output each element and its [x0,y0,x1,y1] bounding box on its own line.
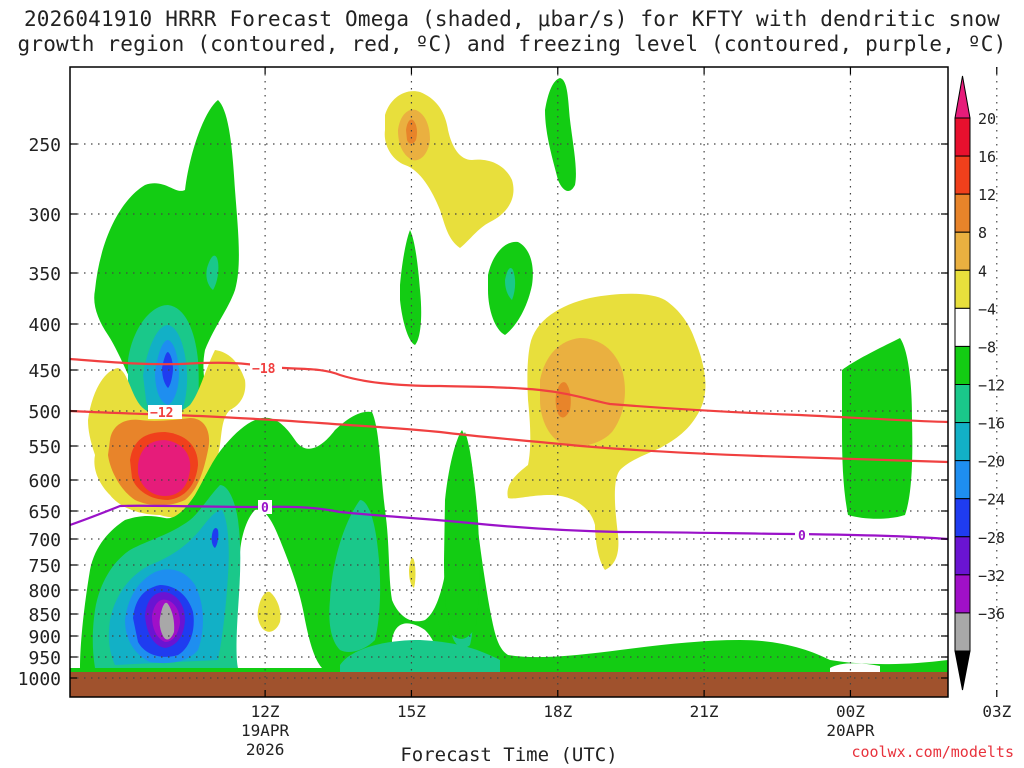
y-tick-label: 800 [28,581,61,602]
y-tick-label: 250 [28,135,61,156]
chart-title-line2: growth region (contoured, red, ºC) and f… [17,32,1007,56]
colorbar-swatch [954,193,971,233]
yellow-small-dot [257,591,281,632]
colorbar-swatch [954,612,971,652]
colorbar-label: −12 [978,377,1005,395]
ground-surface [70,672,948,697]
contour-label-freezing-0b: 0 [798,529,806,544]
colorbar-swatch [954,345,971,385]
teal-bottom-strip [340,640,500,672]
white-hole-lower [234,509,322,668]
teal-right-plume [329,500,381,652]
y-tick-label: 900 [28,627,61,648]
shading-layer [70,78,948,697]
colorbar-swatch [954,498,971,538]
colorbar-swatch [954,117,971,157]
colorbar-label: −36 [978,605,1005,623]
colorbar-label: −4 [978,300,996,318]
colorbar-swatch [954,574,971,614]
plot-frame [69,66,949,698]
orange-center-right-inner [555,382,571,418]
orange-top-center-inner [406,119,417,144]
contour-label-bg-3 [258,500,272,514]
x-tick-label: 00Z [836,702,865,721]
contour-label-bg-1 [250,361,282,375]
x-tick-date: 20APR [826,721,875,740]
y-tick-label: 400 [28,315,61,336]
contour-label-bg-2 [148,405,182,419]
x-tick-label: 12Z [251,702,280,721]
y-tick-label: 650 [28,502,61,523]
teal-upper-left-small [206,255,219,290]
gray-lower-left [159,602,175,640]
colorbar-swatch [954,536,971,576]
colorbar-label: 16 [978,148,996,166]
colorbar-label: 12 [978,186,996,204]
colorbar-swatch [954,384,971,424]
x-tick-label: 21Z [690,702,719,721]
orange-center-right [540,338,625,447]
colorbar-label: −28 [978,529,1005,547]
colorbar: 20 16 12 8 4 −4 −8 −12 −16 −20 −24 −28 −32 −36 [954,75,1005,691]
y-tick-label: 750 [28,556,61,577]
green-far-right [842,338,913,519]
colorbar-label: −24 [978,491,1005,509]
colorbar-swatch [954,307,971,347]
colorbar-swatch [954,155,971,195]
green-thin-plume [400,230,422,345]
contour-line-dgz-minus12 [69,409,949,464]
contour-labels: −18 −12 0 0 [148,361,809,544]
y-tick-label: 600 [28,471,61,492]
y-tick-label: 950 [28,648,61,669]
y-tick-label: 300 [28,205,61,226]
colorbar-label: 4 [978,262,987,280]
y-tick-label: 500 [28,402,61,423]
colorbar-label: −32 [978,567,1005,585]
contour-line-dgz-minus18 [69,357,949,424]
green-center-pillar [444,430,480,639]
x-tick-year: 2026 [246,740,285,759]
contour-label-bg-4 [795,528,809,542]
colorbar-swatch [954,422,971,462]
x-tick-label: 18Z [543,702,572,721]
chart-title-line1: 2026041910 HRRR Forecast Omega (shaded, … [23,7,1001,31]
teal-small-plume [505,268,516,300]
colorbar-label: −16 [978,415,1005,433]
x-axis-title: Forecast Time (UTC) [400,744,618,766]
magenta-mid-left [138,440,191,496]
colorbar-label: −8 [978,338,996,356]
y-tick-label: 550 [28,437,61,458]
colorbar-swatch [954,460,971,500]
green-top-plume [545,78,576,192]
colorbar-label: 20 [978,110,996,128]
colorbar-top-arrow [954,75,971,119]
white-bottom-notch [830,663,880,672]
colorbar-label: 8 [978,224,987,242]
y-tick-label: 700 [28,530,61,551]
x-tick-date: 19APR [241,721,290,740]
credit-text: coolwx.com/modelts [851,743,1014,761]
x-tick-label: 03Z [982,702,1011,721]
colorbar-swatch [954,269,971,309]
contour-label-minus12: −12 [150,406,173,421]
contour-label-freezing-0a: 0 [261,501,269,516]
y-axis: 2503003504004505005506006507007508008509… [18,135,948,690]
colorbar-label: −20 [978,453,1005,471]
colorbar-bottom-arrow [954,650,971,691]
y-tick-label: 850 [28,605,61,626]
blue-small-dot [211,527,219,548]
y-tick-label: 450 [28,361,61,382]
x-tick-label: 15Z [397,702,426,721]
contour-label-minus18: −18 [252,362,276,377]
gridlines [70,67,998,697]
darkblue-upper-left [162,352,173,388]
colorbar-swatch [954,231,971,271]
y-tick-label: 350 [28,264,61,285]
y-tick-label: 1000 [18,669,61,690]
